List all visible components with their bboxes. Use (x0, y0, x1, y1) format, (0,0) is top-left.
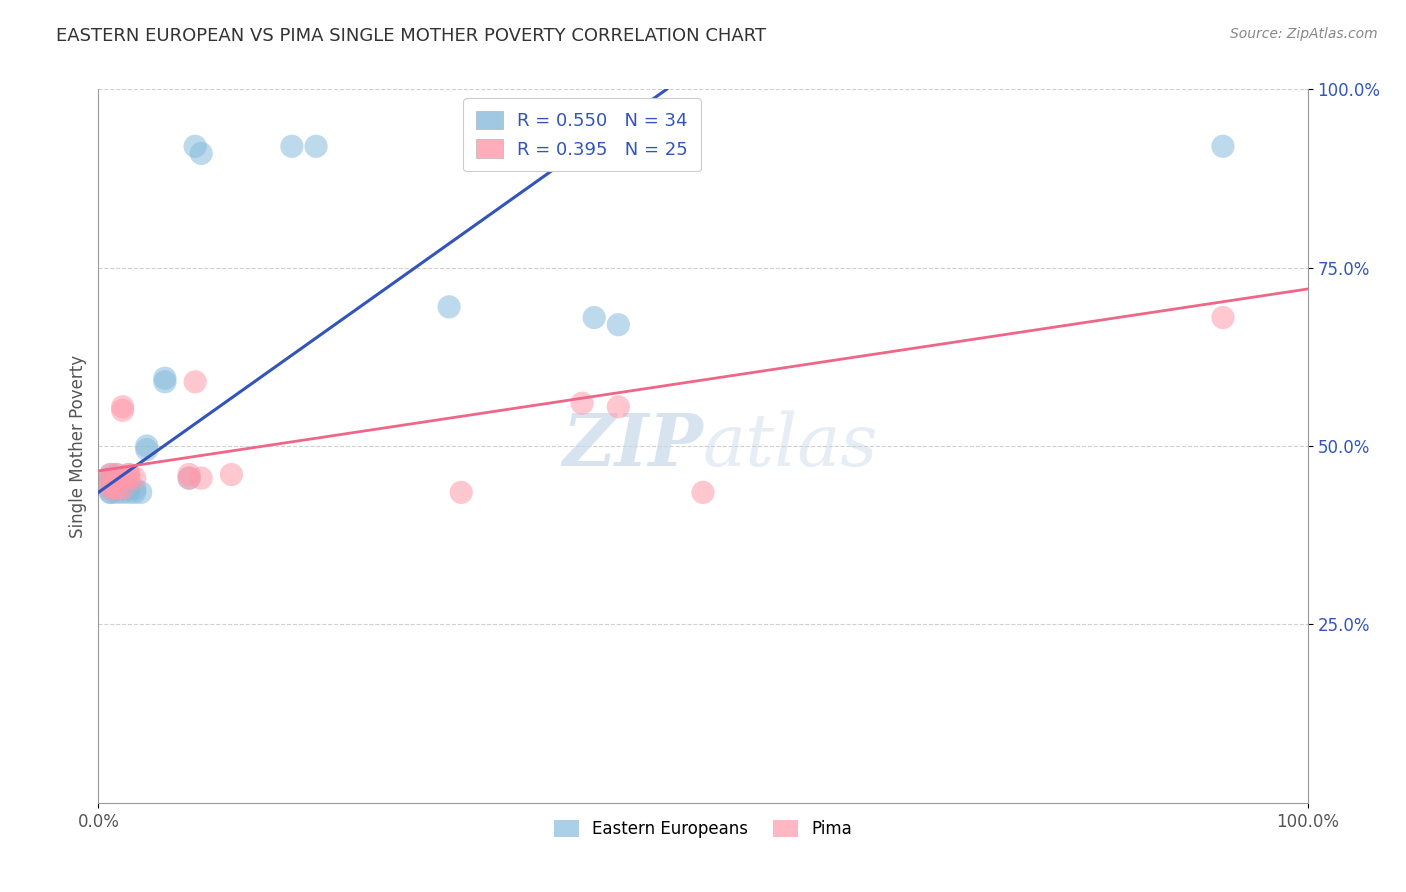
Point (105, 482, 128, 496)
Point (100, 475, 122, 489)
Point (184, 375, 207, 389)
Point (100, 485, 122, 500)
Point (179, 467, 201, 482)
Point (118, 467, 141, 482)
Point (437, 300, 460, 314)
Point (692, 485, 714, 500)
Point (111, 482, 134, 496)
Point (105, 467, 128, 482)
Point (100, 471, 122, 485)
Point (1212, 139, 1234, 153)
Point (111, 482, 134, 496)
Text: Source: ZipAtlas.com: Source: ZipAtlas.com (1230, 27, 1378, 41)
Point (100, 482, 122, 496)
Legend: Eastern Europeans, Pima: Eastern Europeans, Pima (547, 813, 859, 845)
Point (179, 471, 201, 485)
Point (124, 485, 146, 500)
Point (111, 485, 134, 500)
Point (450, 485, 472, 500)
Point (100, 485, 122, 500)
Point (135, 442, 157, 457)
Point (100, 478, 122, 492)
Point (571, 396, 593, 410)
Point (105, 478, 128, 492)
Point (179, 471, 201, 485)
Point (105, 485, 128, 500)
Text: ZIP: ZIP (562, 410, 703, 482)
Point (118, 471, 141, 485)
Point (100, 482, 122, 496)
Point (100, 471, 122, 485)
Point (583, 310, 606, 325)
Point (190, 471, 212, 485)
Point (124, 471, 146, 485)
Point (124, 482, 146, 496)
Point (305, 139, 328, 153)
Point (129, 485, 152, 500)
Point (100, 471, 122, 485)
Point (118, 485, 141, 500)
Point (105, 478, 128, 492)
Point (118, 482, 141, 496)
Text: EASTERN EUROPEAN VS PIMA SINGLE MOTHER POVERTY CORRELATION CHART: EASTERN EUROPEAN VS PIMA SINGLE MOTHER P… (56, 27, 766, 45)
Point (105, 482, 128, 496)
Point (153, 371, 176, 385)
Point (100, 467, 122, 482)
Text: atlas: atlas (703, 410, 879, 482)
Point (1212, 310, 1234, 325)
Point (184, 139, 207, 153)
Point (607, 318, 630, 332)
Point (100, 478, 122, 492)
Point (100, 467, 122, 482)
Point (105, 475, 128, 489)
Point (118, 467, 141, 482)
Point (607, 400, 630, 414)
Point (135, 439, 157, 453)
Point (190, 146, 212, 161)
Point (281, 139, 304, 153)
Point (153, 375, 176, 389)
Point (221, 467, 243, 482)
Point (111, 403, 134, 417)
Point (111, 400, 134, 414)
Y-axis label: Single Mother Poverty: Single Mother Poverty (69, 354, 87, 538)
Point (105, 471, 128, 485)
Point (105, 467, 128, 482)
Point (105, 471, 128, 485)
